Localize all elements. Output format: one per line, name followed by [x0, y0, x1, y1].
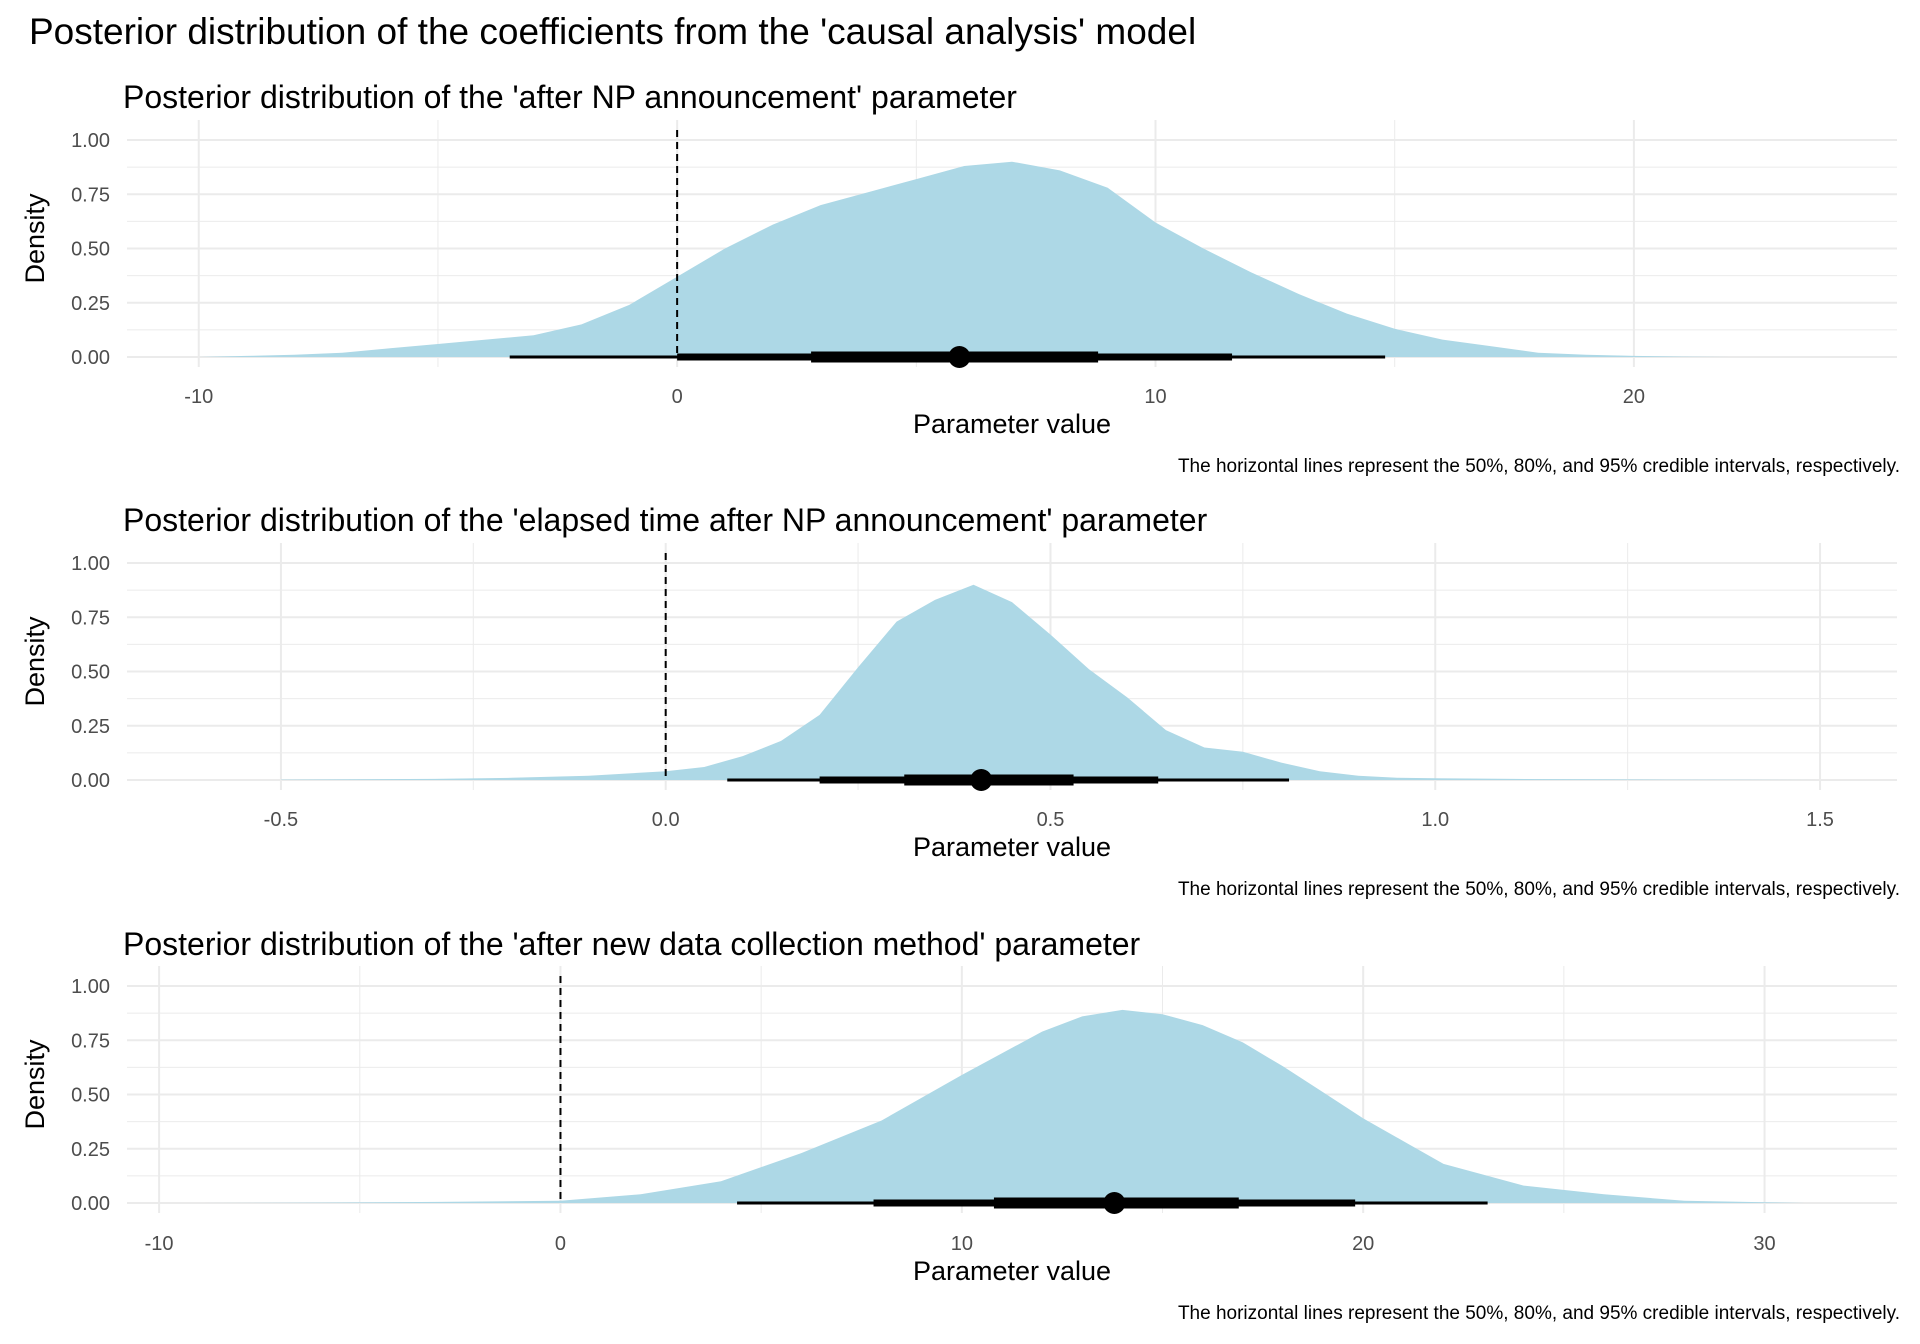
y-tick-label: 0.75 [71, 1030, 110, 1052]
panel-title: Posterior distribution of the 'elapsed t… [123, 502, 1208, 538]
y-tick-label: 0.00 [71, 347, 110, 369]
y-axis-label: Density [20, 1039, 50, 1130]
x-tick-label: 10 [1144, 386, 1166, 408]
x-tick-label: 20 [1352, 1233, 1374, 1255]
density-area [280, 584, 1821, 780]
panel-caption: The horizontal lines represent the 50%, … [1178, 456, 1900, 477]
point-estimate [1103, 1192, 1126, 1214]
y-tick-label: 0.25 [71, 293, 110, 315]
y-tick-label: 0.75 [71, 607, 110, 629]
y-tick-label: 1.00 [71, 553, 110, 575]
chart-panel-1: 0.00 0.25 0.50 0.75 1.00 -10 0 10 20 Posterior di… [20, 79, 1900, 477]
x-axis-label: Parameter value [913, 409, 1111, 439]
y-tick-label: 0.50 [71, 1085, 110, 1107]
x-axis-label: Parameter value [913, 832, 1111, 862]
x-tick-label: 1.0 [1421, 809, 1449, 831]
y-tick-label: 0.50 [71, 239, 110, 261]
density-area [198, 161, 1730, 357]
y-tick-label: 0.75 [71, 184, 110, 206]
main-title: Posterior distribution of the coefficien… [29, 11, 1197, 52]
y-tick-label: 1.00 [71, 130, 110, 152]
y-axis-label: Density [20, 616, 50, 707]
point-estimate [970, 769, 993, 791]
x-tick-label: 0.5 [1037, 809, 1065, 831]
density-area [199, 1009, 1805, 1203]
y-tick-label: 0.25 [71, 1139, 110, 1161]
point-estimate [948, 346, 971, 368]
x-axis-label: Parameter value [913, 1256, 1111, 1286]
panel-caption: The horizontal lines represent the 50%, … [1178, 879, 1900, 900]
y-tick-label: 0.25 [71, 716, 110, 738]
x-tick-label: 0 [672, 386, 683, 408]
chart-panel-3: 0.00 0.25 0.50 0.75 1.00 -10 0 10 20 30 Posterior … [20, 926, 1900, 1324]
panel-title: Posterior distribution of the 'after NP … [123, 79, 1017, 115]
y-tick-label: 0.00 [71, 1193, 110, 1215]
x-tick-label: -10 [145, 1233, 174, 1255]
x-tick-label: 30 [1753, 1233, 1775, 1255]
x-tick-label: 0 [555, 1233, 566, 1255]
y-tick-label: 0.00 [71, 770, 110, 792]
x-tick-label: 0.0 [652, 809, 680, 831]
y-tick-label: 0.50 [71, 662, 110, 684]
x-tick-label: 20 [1623, 386, 1645, 408]
panel-title: Posterior distribution of the 'after new… [123, 926, 1141, 962]
chart-panel-2: 0.00 0.25 0.50 0.75 1.00 -0.5 0.0 0.5 1.0 1.5 Post… [20, 502, 1900, 900]
x-tick-label: 10 [951, 1233, 973, 1255]
x-tick-label: 1.5 [1806, 809, 1834, 831]
x-tick-label: -10 [184, 386, 213, 408]
y-axis-label: Density [20, 193, 50, 284]
y-tick-label: 1.00 [71, 976, 110, 998]
x-tick-label: -0.5 [264, 809, 298, 831]
panel-caption: The horizontal lines represent the 50%, … [1178, 1303, 1900, 1324]
